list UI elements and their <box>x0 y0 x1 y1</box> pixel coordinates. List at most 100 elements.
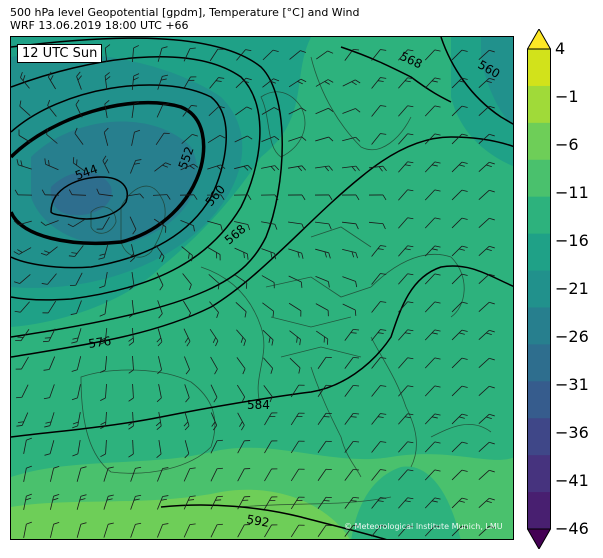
wind-barb <box>288 221 305 230</box>
wind-barb <box>478 217 495 229</box>
wind-barb <box>371 105 387 117</box>
wind-barb <box>424 329 441 341</box>
wind-barb <box>207 247 221 261</box>
wind-barb <box>99 355 108 373</box>
map-header: 500 hPa level Geopotential [gpdm], Tempe… <box>10 6 359 32</box>
wind-barb <box>154 162 172 172</box>
wind-barb <box>290 468 305 482</box>
wind-barb <box>72 440 81 457</box>
colorbar-band <box>527 307 551 345</box>
wind-barb <box>398 497 414 509</box>
wind-barb <box>368 194 387 201</box>
wind-barb <box>210 384 218 403</box>
wind-barb <box>478 77 495 89</box>
wind-barb <box>100 411 107 429</box>
wind-barb <box>315 107 334 115</box>
wind-barb <box>344 328 360 341</box>
wind-barb <box>76 466 87 482</box>
wind-barb <box>50 494 60 510</box>
wind-barb <box>184 384 190 403</box>
wind-barb <box>183 495 196 510</box>
wind-barb <box>155 412 162 431</box>
wind-barb <box>478 525 495 537</box>
wind-barb <box>71 356 82 372</box>
wind-barb <box>424 301 441 313</box>
wind-barb <box>40 220 59 226</box>
wind-barb <box>451 413 468 425</box>
wind-barb <box>424 525 441 537</box>
wind-barb <box>182 273 192 291</box>
wind-barb <box>209 301 219 318</box>
wind-barb <box>262 78 280 88</box>
colorbar-band <box>527 159 551 198</box>
wind-barb <box>478 441 495 453</box>
wind-barb <box>288 248 304 259</box>
wind-barb <box>237 412 245 431</box>
wind-barb <box>262 329 274 346</box>
wind-barb <box>398 329 414 341</box>
wind-barb <box>478 497 495 509</box>
wind-barb <box>157 467 169 482</box>
wind-barb <box>184 440 190 459</box>
wind-barb <box>72 412 81 429</box>
colorbar-tick-label: −6 <box>555 135 579 154</box>
wind-barb <box>96 188 113 197</box>
wind-barb <box>71 384 81 401</box>
wind-barb <box>210 495 223 510</box>
wind-barb <box>344 356 360 369</box>
wind-barb <box>207 220 223 231</box>
colorbar-band <box>527 381 551 419</box>
wind-barb <box>128 355 134 374</box>
colorbar-tick-label: −1 <box>555 87 579 106</box>
wind-barb <box>157 74 169 90</box>
wind-barb <box>99 327 108 345</box>
temperature-field-ne-cold <box>481 37 513 126</box>
wind-barb <box>398 525 414 537</box>
colorbar-tick-label: −46 <box>555 519 589 538</box>
wind-barb <box>235 106 253 116</box>
wind-barb <box>129 244 135 263</box>
wind-barb <box>371 497 387 509</box>
wind-barbs <box>13 43 495 538</box>
wind-barb <box>290 384 305 398</box>
wind-barb <box>233 194 252 201</box>
wind-barb <box>210 356 218 375</box>
wind-barb <box>424 161 441 173</box>
wind-barb <box>398 217 414 229</box>
wind-barb <box>234 274 248 289</box>
wind-barb <box>478 105 495 117</box>
wind-barb <box>156 384 162 403</box>
wind-barb <box>103 494 114 510</box>
contour-568 <box>11 37 283 338</box>
wind-barb <box>478 189 495 201</box>
wind-barb <box>47 99 57 117</box>
contour-560 <box>11 56 261 301</box>
wind-barb <box>398 469 414 481</box>
wind-barb <box>424 441 441 453</box>
wind-barb <box>210 523 223 538</box>
wind-barb <box>183 300 191 319</box>
wind-barb <box>371 357 387 369</box>
wind-barb <box>99 272 108 289</box>
wind-barb <box>341 221 359 230</box>
wind-barb <box>23 465 32 482</box>
wind-barb <box>371 301 387 313</box>
wind-barb <box>156 440 162 458</box>
temperature-colorbar <box>527 29 551 549</box>
wind-barb <box>290 524 305 538</box>
wind-barb <box>261 248 277 260</box>
wind-barb <box>264 524 278 538</box>
wind-barb <box>371 245 387 257</box>
wind-barb <box>342 136 361 142</box>
wind-barb <box>424 49 441 61</box>
wind-barb <box>20 72 30 89</box>
wind-barb <box>42 300 57 314</box>
wind-barb <box>16 159 32 170</box>
wind-barb <box>451 497 468 509</box>
wind-barb <box>262 302 275 318</box>
wind-barb <box>237 440 251 454</box>
wind-barb <box>69 272 83 287</box>
wind-barb <box>287 194 306 201</box>
wind-barb <box>41 273 57 285</box>
wind-barb <box>234 221 251 231</box>
